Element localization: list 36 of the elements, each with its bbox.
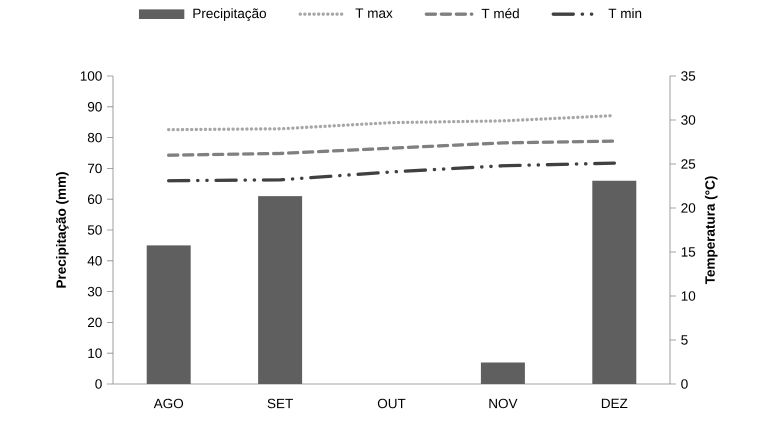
y-tick-label: 80: [88, 132, 102, 142]
x-tick-label: DEZ: [602, 398, 628, 408]
x-tick-label: SET: [268, 398, 293, 408]
legend-label: T min: [608, 8, 642, 18]
bar: [258, 196, 302, 384]
y-tick-label: 10: [88, 348, 102, 358]
y2-tick-label: 10: [682, 291, 696, 301]
y-tick-label: 90: [88, 102, 102, 112]
legend-label: Precipitação: [193, 8, 266, 21]
y2-tick-label: 35: [681, 71, 696, 81]
y2-tick-label: 5: [681, 335, 688, 345]
x-tick-label: OUT: [378, 398, 406, 408]
legend-label: T max: [356, 8, 393, 18]
x-tick-label: NOV: [489, 398, 518, 408]
y-tick-label: 40: [88, 256, 102, 266]
bar: [146, 245, 191, 384]
y-tick-label: 70: [88, 164, 102, 174]
y2-tick-label: 0: [681, 379, 688, 389]
y-tick-label: 0: [95, 379, 102, 389]
y2-tick-label: 15: [682, 247, 696, 257]
bar: [592, 180, 636, 384]
y2-tick-label: 30: [681, 115, 696, 125]
y-tick-label: 20: [88, 318, 102, 328]
line-series: [167, 161, 616, 182]
x-tick-label: AGO: [154, 398, 184, 408]
y2-tick-label: 20: [681, 203, 696, 213]
legend-label: T méd: [482, 8, 519, 18]
y-axis-title: Precipitação (mm): [56, 172, 69, 288]
bar: [480, 362, 525, 384]
y-tick-label: 30: [88, 286, 102, 296]
y-tick-label: 100: [80, 71, 102, 81]
y2-axis-title: Temperatura (°C): [704, 176, 718, 284]
y-tick-label: 50: [88, 225, 102, 235]
line-series: [167, 139, 616, 157]
y2-tick-label: 25: [681, 159, 696, 169]
y-tick-label: 60: [88, 194, 102, 204]
